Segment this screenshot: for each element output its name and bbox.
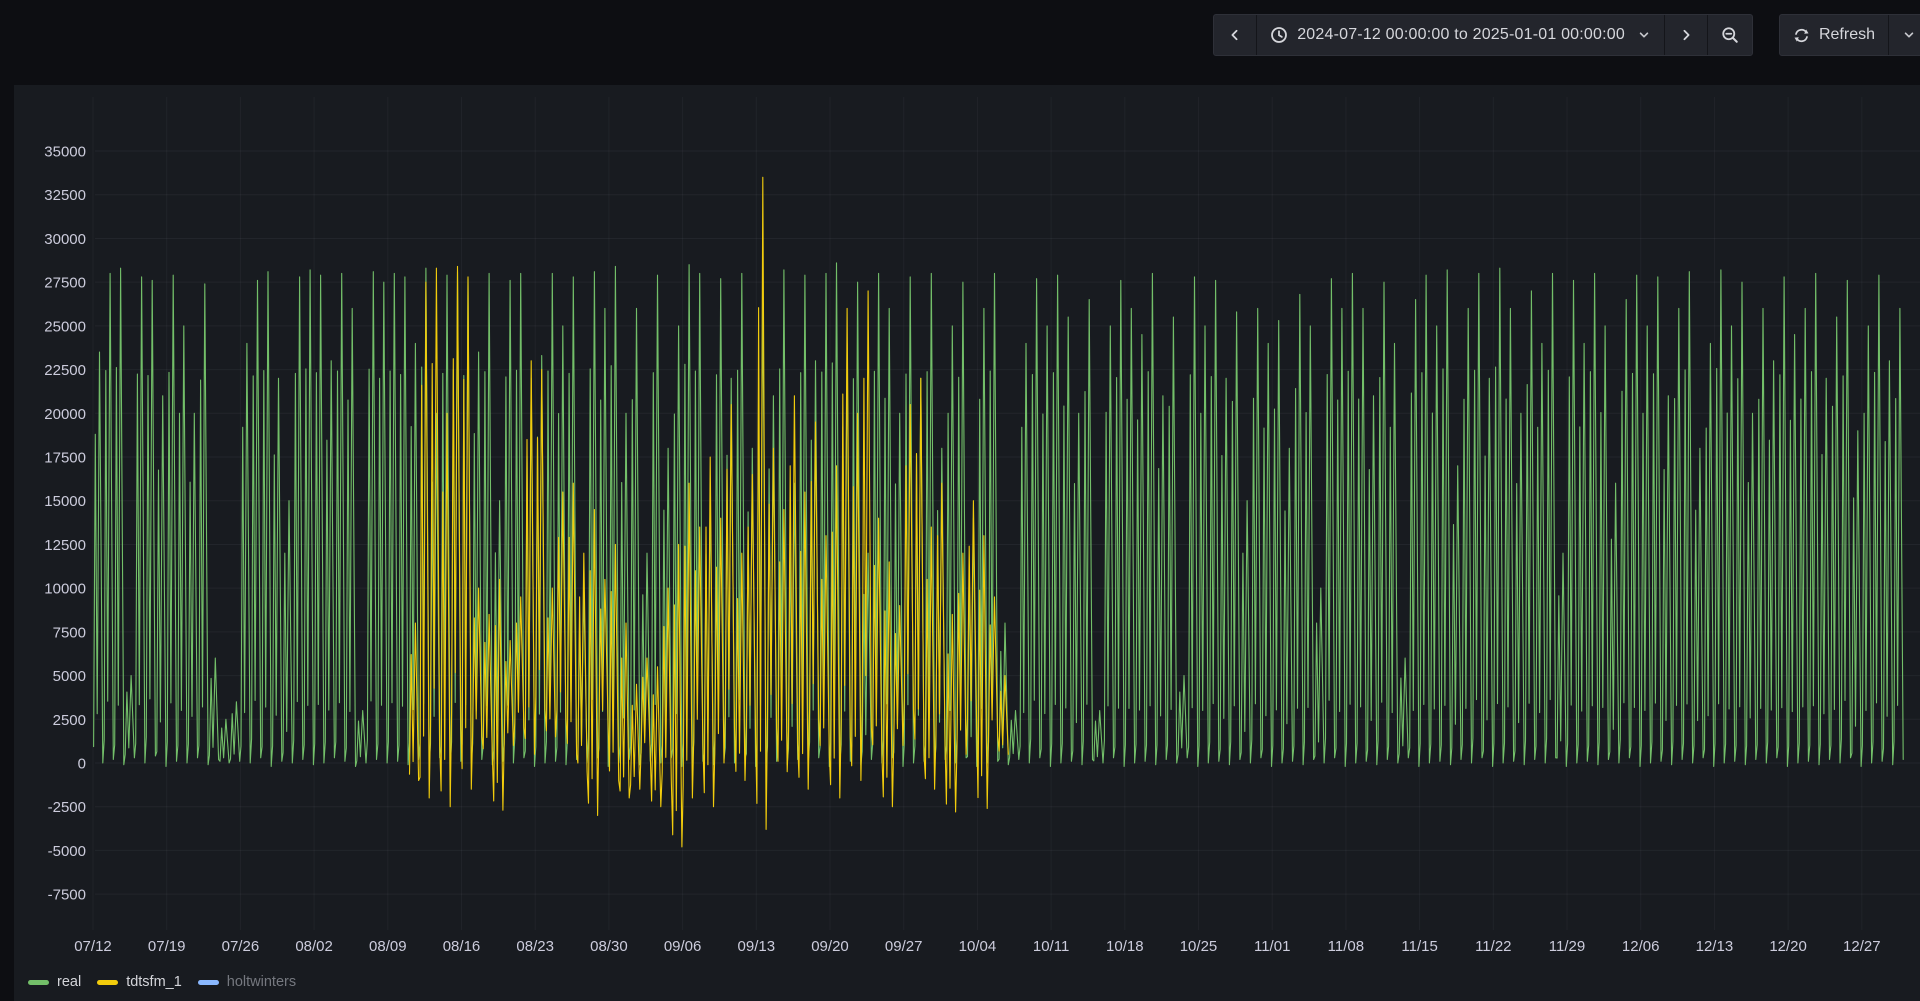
chevron-down-icon xyxy=(1637,28,1651,42)
x-axis-tick-label: 07/26 xyxy=(222,938,260,955)
y-axis-tick-label: 20000 xyxy=(44,406,86,423)
x-axis-tick-label: 11/15 xyxy=(1401,938,1437,955)
x-axis-tick-label: 11/08 xyxy=(1328,938,1364,955)
time-shift-forward-button[interactable] xyxy=(1663,15,1707,55)
refresh-interval-dropdown-button[interactable] xyxy=(1888,15,1920,55)
clock-icon xyxy=(1270,26,1288,44)
series-color-swatch xyxy=(28,979,49,985)
x-axis-tick-label: 09/20 xyxy=(811,938,849,955)
x-axis-tick-label: 12/20 xyxy=(1769,938,1807,955)
legend-item-holtwinters[interactable]: holtwinters xyxy=(197,974,297,990)
chevron-down-icon xyxy=(1902,28,1916,42)
time-controls-group: 2024-07-12 00:00:00 to 2025-01-01 00:00:… xyxy=(1213,14,1753,56)
y-axis-tick-label: 15000 xyxy=(44,493,86,510)
y-axis-tick-label: 10000 xyxy=(44,581,86,598)
magnifier-minus-icon xyxy=(1721,26,1739,44)
y-axis-tick-label: 12500 xyxy=(44,537,86,554)
refresh-icon xyxy=(1793,27,1810,44)
x-axis-tick-label: 08/23 xyxy=(516,938,554,955)
legend-item-real[interactable]: real xyxy=(28,974,81,990)
x-axis-tick-label: 11/22 xyxy=(1475,938,1511,955)
x-axis-tick-label: 10/25 xyxy=(1180,938,1218,955)
chart-legend: real tdtsfm_1 holtwinters xyxy=(28,974,296,990)
time-toolbar: 2024-07-12 00:00:00 to 2025-01-01 00:00:… xyxy=(1213,14,1920,56)
timeseries-panel: 35000 32500 30000 27500 25000 22500 20000 17500… xyxy=(14,85,1920,1001)
y-axis-tick-label: -5000 xyxy=(48,843,86,860)
x-axis-tick-label: 07/12 xyxy=(74,938,112,955)
x-axis-tick-label: 11/01 xyxy=(1254,938,1290,955)
chevron-right-icon xyxy=(1678,27,1694,43)
time-shift-back-button[interactable] xyxy=(1214,15,1256,55)
x-axis-tick-label: 07/19 xyxy=(148,938,186,955)
legend-item-tdtsfm-1[interactable]: tdtsfm_1 xyxy=(97,974,182,990)
time-range-text: 2024-07-12 00:00:00 to 2025-01-01 00:00:… xyxy=(1297,26,1625,43)
y-axis-tick-label: 30000 xyxy=(44,231,86,248)
legend-label: holtwinters xyxy=(226,974,297,990)
y-axis-tick-label: -2500 xyxy=(48,799,86,816)
x-axis-tick-label: 12/27 xyxy=(1843,938,1881,955)
legend-label: real xyxy=(57,974,82,990)
y-axis-tick-label: 2500 xyxy=(53,712,86,729)
x-axis-tick-label: 09/27 xyxy=(885,938,923,955)
x-axis-tick-label: 08/30 xyxy=(590,938,628,955)
y-axis-tick-label: 7500 xyxy=(53,624,86,641)
time-range-picker-button[interactable]: 2024-07-12 00:00:00 to 2025-01-01 00:00:… xyxy=(1256,15,1664,55)
y-axis-tick-label: 17500 xyxy=(44,450,86,467)
series-color-swatch xyxy=(197,979,219,985)
y-axis-tick-label: -7500 xyxy=(48,887,86,904)
series-line-real xyxy=(93,262,1904,768)
top-bar: 2024-07-12 00:00:00 to 2025-01-01 00:00:… xyxy=(0,0,1920,85)
chevron-left-icon xyxy=(1227,27,1243,43)
series-line-tdtsfm_1 xyxy=(408,176,1009,848)
y-axis-tick-label: 32500 xyxy=(44,187,86,204)
x-axis-tick-label: 08/09 xyxy=(369,938,407,955)
x-axis-tick-label: 08/02 xyxy=(295,938,333,955)
y-axis-tick-label: 0 xyxy=(78,756,86,773)
x-axis-tick-label: 10/11 xyxy=(1033,938,1069,955)
refresh-button[interactable]: Refresh xyxy=(1780,15,1888,55)
x-axis-tick-label: 12/06 xyxy=(1622,938,1660,955)
refresh-group: Refresh xyxy=(1778,14,1920,56)
legend-label: tdtsfm_1 xyxy=(126,974,182,990)
x-axis-tick-label: 09/13 xyxy=(738,938,776,955)
time-series-chart[interactable]: 3500032500300002750025000225002000017500… xyxy=(14,85,1920,1001)
y-axis-tick-label: 22500 xyxy=(44,362,86,379)
x-axis-tick-label: 09/06 xyxy=(664,938,702,955)
series-color-swatch xyxy=(97,979,119,985)
y-axis-tick-label: 35000 xyxy=(44,144,86,161)
x-axis-tick-label: 12/13 xyxy=(1696,938,1734,955)
y-axis-tick-label: 27500 xyxy=(44,275,86,292)
x-axis-tick-label: 11/29 xyxy=(1549,938,1585,955)
y-axis-tick-label: 25000 xyxy=(44,318,86,335)
refresh-label: Refresh xyxy=(1818,26,1875,43)
x-axis-tick-label: 08/16 xyxy=(443,938,481,955)
zoom-out-button[interactable] xyxy=(1706,15,1752,55)
x-axis-tick-label: 10/18 xyxy=(1106,938,1144,955)
x-axis-tick-label: 10/04 xyxy=(959,938,997,955)
y-axis-tick-label: 5000 xyxy=(53,668,86,685)
